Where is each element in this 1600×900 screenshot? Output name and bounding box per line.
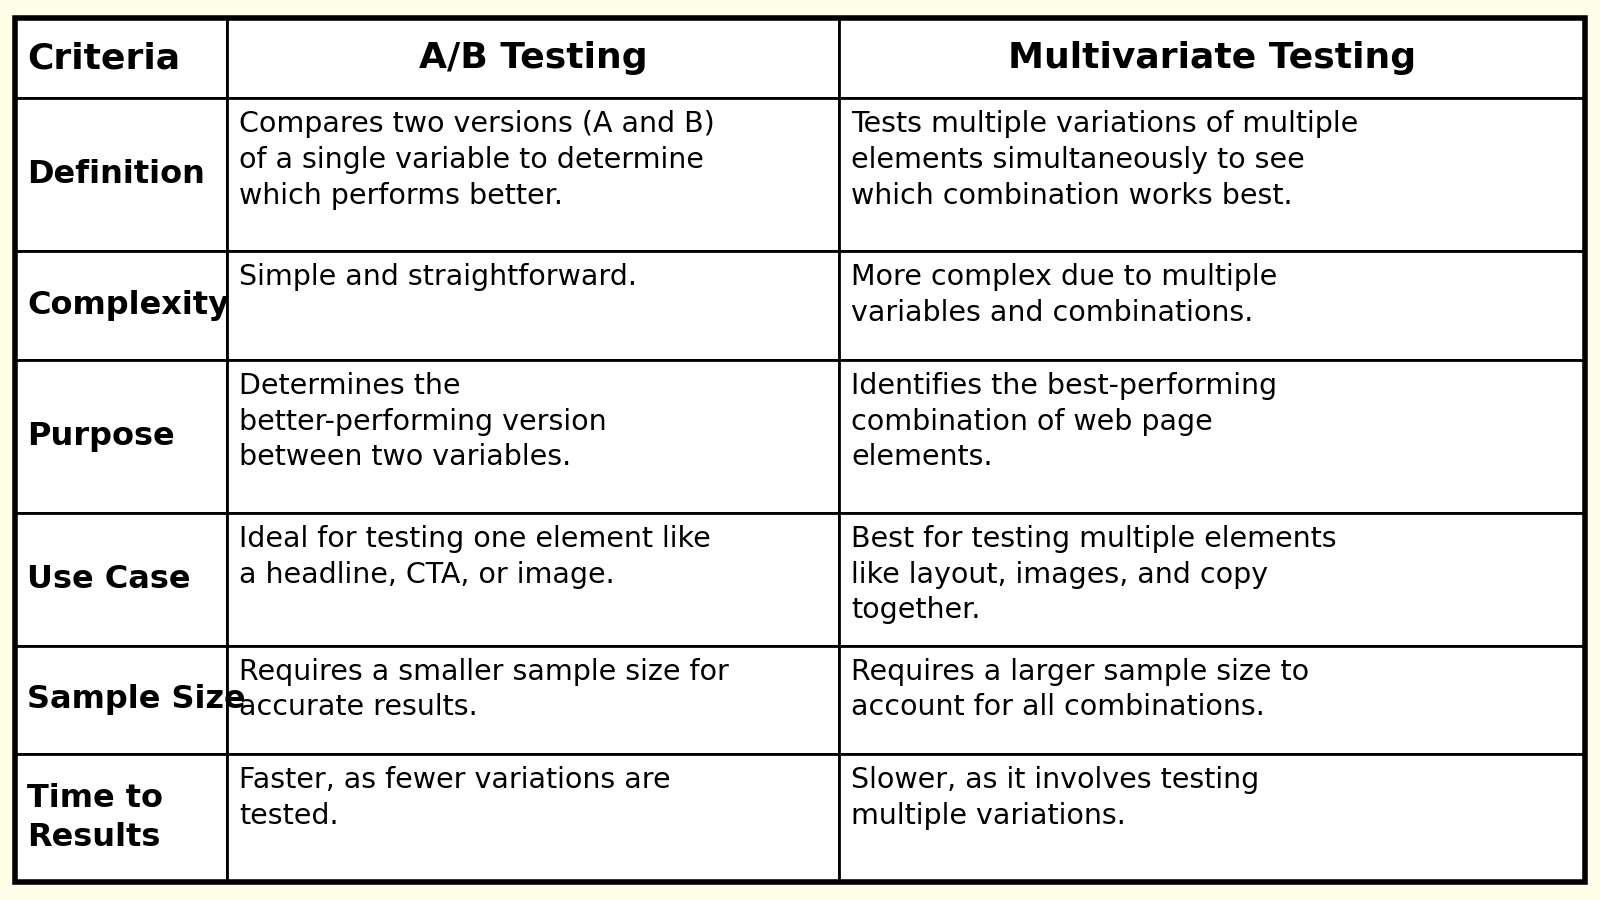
Text: Definition: Definition	[27, 159, 205, 191]
Bar	[840, 513, 1586, 645]
Bar	[227, 513, 840, 645]
Text: A/B Testing: A/B Testing	[419, 41, 648, 76]
Text: Identifies the best-performing
combination of web page
elements.: Identifies the best-performing combinati…	[851, 372, 1277, 472]
Bar	[840, 18, 1586, 98]
Text: Slower, as it involves testing
multiple variations.: Slower, as it involves testing multiple …	[851, 766, 1259, 830]
Text: Compares two versions (A and B)
of a single variable to determine
which performs: Compares two versions (A and B) of a sin…	[238, 111, 715, 210]
Bar	[14, 754, 227, 882]
Text: Time to
Results: Time to Results	[27, 783, 163, 853]
Bar	[227, 360, 840, 513]
Bar	[840, 754, 1586, 882]
Text: Purpose: Purpose	[27, 421, 174, 452]
Bar	[14, 251, 227, 360]
Bar	[14, 18, 227, 98]
Text: Requires a larger sample size to
account for all combinations.: Requires a larger sample size to account…	[851, 658, 1309, 722]
Bar	[840, 645, 1586, 754]
Text: Sample Size: Sample Size	[27, 684, 246, 716]
Text: Criteria: Criteria	[27, 41, 181, 76]
Text: Multivariate Testing: Multivariate Testing	[1008, 41, 1416, 76]
Bar	[840, 360, 1586, 513]
Bar	[840, 98, 1586, 251]
Text: Complexity: Complexity	[27, 290, 229, 321]
Text: Best for testing multiple elements
like layout, images, and copy
together.: Best for testing multiple elements like …	[851, 525, 1338, 625]
Bar	[227, 98, 840, 251]
Bar	[840, 251, 1586, 360]
Text: Faster, as fewer variations are
tested.: Faster, as fewer variations are tested.	[238, 766, 670, 830]
Bar	[14, 360, 227, 513]
Text: Use Case: Use Case	[27, 563, 190, 595]
Bar	[227, 251, 840, 360]
Bar	[14, 98, 227, 251]
Bar	[227, 754, 840, 882]
Text: Ideal for testing one element like
a headline, CTA, or image.: Ideal for testing one element like a hea…	[238, 525, 710, 589]
Bar	[227, 18, 840, 98]
Text: Requires a smaller sample size for
accurate results.: Requires a smaller sample size for accur…	[238, 658, 730, 722]
Bar	[227, 645, 840, 754]
Text: Determines the
better-performing version
between two variables.: Determines the better-performing version…	[238, 372, 606, 472]
Bar	[14, 645, 227, 754]
Text: Tests multiple variations of multiple
elements simultaneously to see
which combi: Tests multiple variations of multiple el…	[851, 111, 1358, 210]
Bar	[14, 513, 227, 645]
Text: More complex due to multiple
variables and combinations.: More complex due to multiple variables a…	[851, 264, 1277, 327]
Text: Simple and straightforward.: Simple and straightforward.	[238, 264, 637, 292]
